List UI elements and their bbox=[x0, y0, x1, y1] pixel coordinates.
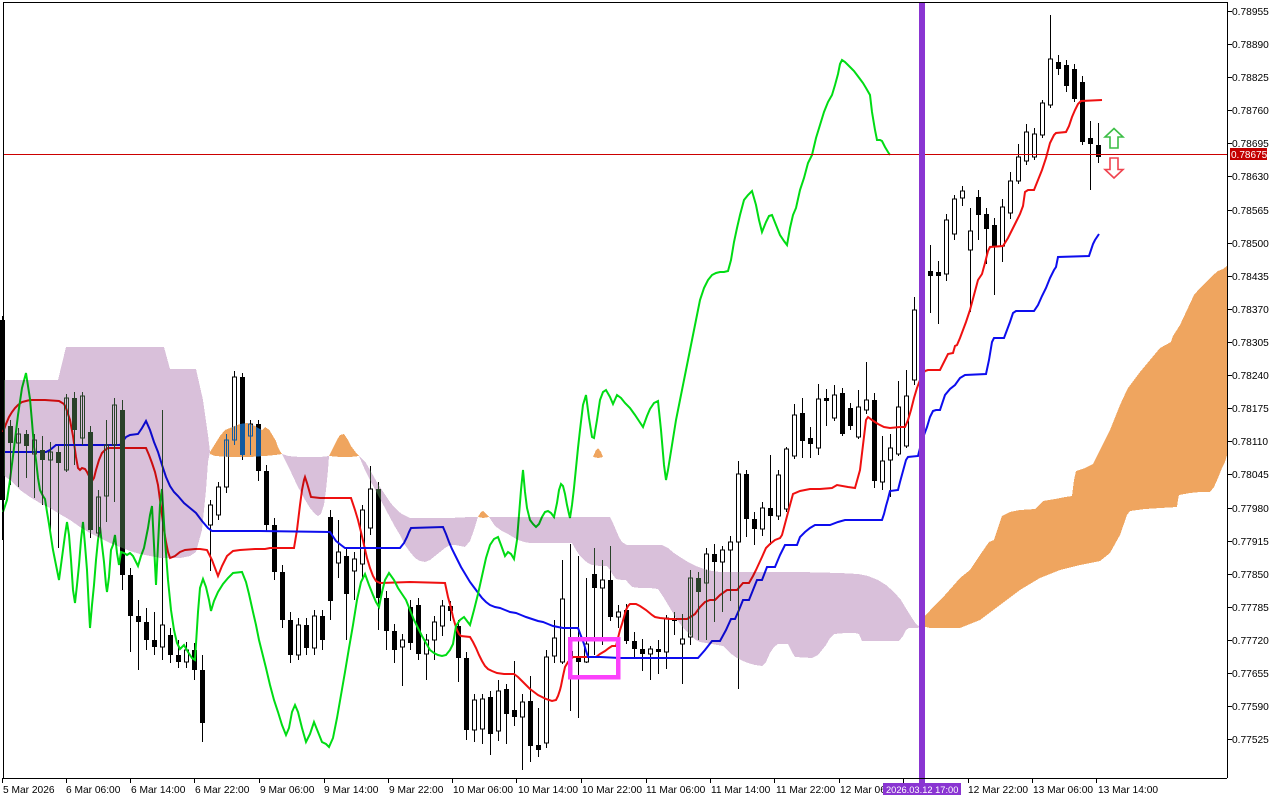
svg-text:6 Mar 22:00: 6 Mar 22:00 bbox=[195, 785, 250, 796]
svg-text:0.78890: 0.78890 bbox=[1232, 40, 1269, 51]
svg-text:0.78630: 0.78630 bbox=[1232, 172, 1269, 183]
svg-text:9 Mar 22:00: 9 Mar 22:00 bbox=[389, 785, 444, 796]
svg-text:6 Mar 06:00: 6 Mar 06:00 bbox=[66, 785, 121, 796]
svg-text:0.78175: 0.78175 bbox=[1232, 404, 1269, 415]
svg-text:0.77720: 0.77720 bbox=[1232, 636, 1269, 647]
svg-text:10 Mar 14:00: 10 Mar 14:00 bbox=[518, 785, 578, 796]
svg-text:0.78240: 0.78240 bbox=[1232, 371, 1269, 382]
svg-text:0.77915: 0.77915 bbox=[1232, 537, 1269, 548]
svg-text:9 Mar 14:00: 9 Mar 14:00 bbox=[324, 785, 379, 796]
svg-text:10 Mar 06:00: 10 Mar 06:00 bbox=[453, 785, 513, 796]
svg-text:0.78045: 0.78045 bbox=[1232, 470, 1269, 481]
svg-text:0.77525: 0.77525 bbox=[1232, 735, 1269, 746]
svg-text:12 Mar 06:00: 12 Mar 06:00 bbox=[840, 785, 900, 796]
svg-text:0.77785: 0.77785 bbox=[1232, 603, 1269, 614]
svg-text:0.78825: 0.78825 bbox=[1232, 73, 1269, 84]
svg-text:0.78760: 0.78760 bbox=[1232, 106, 1269, 117]
svg-text:11 Mar 22:00: 11 Mar 22:00 bbox=[776, 785, 836, 796]
svg-text:10 Mar 22:00: 10 Mar 22:00 bbox=[582, 785, 642, 796]
svg-text:0.77655: 0.77655 bbox=[1232, 669, 1269, 680]
svg-text:0.78695: 0.78695 bbox=[1232, 139, 1269, 150]
svg-text:0.77590: 0.77590 bbox=[1232, 702, 1269, 713]
svg-text:0.78110: 0.78110 bbox=[1232, 437, 1268, 448]
svg-text:12 Mar 22:00: 12 Mar 22:00 bbox=[968, 785, 1028, 796]
svg-text:0.78675: 0.78675 bbox=[1231, 150, 1268, 161]
svg-text:11 Mar 06:00: 11 Mar 06:00 bbox=[646, 785, 706, 796]
svg-text:13 Mar 06:00: 13 Mar 06:00 bbox=[1033, 785, 1093, 796]
svg-text:0.78500: 0.78500 bbox=[1232, 239, 1269, 250]
svg-text:0.78955: 0.78955 bbox=[1232, 7, 1269, 18]
svg-text:0.78435: 0.78435 bbox=[1232, 272, 1269, 283]
svg-text:9 Mar 06:00: 9 Mar 06:00 bbox=[260, 785, 315, 796]
svg-text:6 Mar 14:00: 6 Mar 14:00 bbox=[131, 785, 186, 796]
svg-text:0.78565: 0.78565 bbox=[1232, 206, 1269, 217]
svg-text:0.77980: 0.77980 bbox=[1232, 504, 1269, 515]
svg-text:5 Mar 2026: 5 Mar 2026 bbox=[3, 785, 55, 796]
svg-text:11 Mar 14:00: 11 Mar 14:00 bbox=[711, 785, 771, 796]
svg-text:13 Mar 14:00: 13 Mar 14:00 bbox=[1098, 785, 1158, 796]
svg-text:0.78305: 0.78305 bbox=[1232, 338, 1269, 349]
svg-text:0.78370: 0.78370 bbox=[1232, 305, 1269, 316]
svg-text:2026.03.12 17:00: 2026.03.12 17:00 bbox=[886, 785, 958, 795]
svg-text:0.77850: 0.77850 bbox=[1232, 570, 1269, 581]
